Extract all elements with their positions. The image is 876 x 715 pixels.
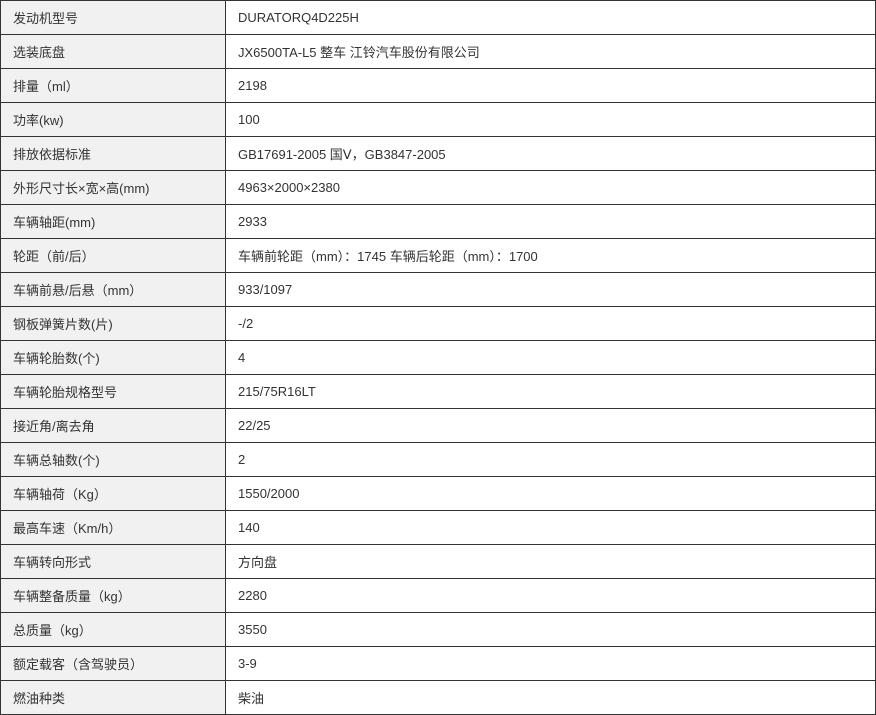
table-row: 轮距（前/后）车辆前轮距（mm）：1745 车辆后轮距（mm）：1700 [1,239,876,273]
spec-label: 车辆轴距(mm) [1,205,226,239]
spec-label: 钢板弹簧片数(片) [1,307,226,341]
spec-value: 3-9 [226,647,876,681]
spec-value: 车辆前轮距（mm）：1745 车辆后轮距（mm）：1700 [226,239,876,273]
spec-label: 轮距（前/后） [1,239,226,273]
spec-value: 2 [226,443,876,477]
table-row: 排放依据标准GB17691-2005 国Ⅴ，GB3847-2005 [1,137,876,171]
spec-label: 功率(kw) [1,103,226,137]
spec-value: 22/25 [226,409,876,443]
table-row: 功率(kw)100 [1,103,876,137]
spec-label: 额定载客（含驾驶员） [1,647,226,681]
spec-value: 1550/2000 [226,477,876,511]
table-row: 车辆前悬/后悬（mm）933/1097 [1,273,876,307]
spec-label: 最高车速（Km/h） [1,511,226,545]
table-row: 车辆整备质量（kg）2280 [1,579,876,613]
spec-label: 排量（ml） [1,69,226,103]
table-row: 接近角/离去角22/25 [1,409,876,443]
spec-value: 215/75R16LT [226,375,876,409]
spec-value: 4963×2000×2380 [226,171,876,205]
spec-label: 车辆轮胎数(个) [1,341,226,375]
spec-value: 3550 [226,613,876,647]
table-row: 车辆轮胎规格型号215/75R16LT [1,375,876,409]
table-row: 排量（ml）2198 [1,69,876,103]
spec-label: 车辆转向形式 [1,545,226,579]
spec-label: 车辆轴荷（Kg） [1,477,226,511]
spec-value: GB17691-2005 国Ⅴ，GB3847-2005 [226,137,876,171]
spec-value: DURATORQ4D225H [226,1,876,35]
table-row: 额定载客（含驾驶员）3-9 [1,647,876,681]
spec-value: 933/1097 [226,273,876,307]
spec-label: 车辆总轴数(个) [1,443,226,477]
spec-value: 140 [226,511,876,545]
spec-label: 车辆轮胎规格型号 [1,375,226,409]
table-row: 外形尺寸长×宽×高(mm)4963×2000×2380 [1,171,876,205]
spec-label: 选装底盘 [1,35,226,69]
spec-value: 柴油 [226,681,876,715]
table-row: 总质量（kg）3550 [1,613,876,647]
spec-value: 100 [226,103,876,137]
table-row: 发动机型号DURATORQ4D225H [1,1,876,35]
table-row: 车辆转向形式方向盘 [1,545,876,579]
vehicle-spec-table: 发动机型号DURATORQ4D225H 选装底盘JX6500TA-L5 整车 江… [0,0,876,715]
spec-label: 燃油种类 [1,681,226,715]
spec-value: -/2 [226,307,876,341]
spec-value: 4 [226,341,876,375]
spec-table-body: 发动机型号DURATORQ4D225H 选装底盘JX6500TA-L5 整车 江… [1,1,876,715]
table-row: 车辆总轴数(个)2 [1,443,876,477]
spec-label: 发动机型号 [1,1,226,35]
spec-value: 方向盘 [226,545,876,579]
table-row: 车辆轴距(mm)2933 [1,205,876,239]
spec-value: JX6500TA-L5 整车 江铃汽车股份有限公司 [226,35,876,69]
table-row: 最高车速（Km/h）140 [1,511,876,545]
spec-label: 外形尺寸长×宽×高(mm) [1,171,226,205]
spec-label: 接近角/离去角 [1,409,226,443]
table-row: 钢板弹簧片数(片)-/2 [1,307,876,341]
spec-label: 车辆整备质量（kg） [1,579,226,613]
spec-label: 车辆前悬/后悬（mm） [1,273,226,307]
table-row: 燃油种类柴油 [1,681,876,715]
spec-label: 总质量（kg） [1,613,226,647]
spec-value: 2280 [226,579,876,613]
spec-label: 排放依据标准 [1,137,226,171]
table-row: 选装底盘JX6500TA-L5 整车 江铃汽车股份有限公司 [1,35,876,69]
table-row: 车辆轮胎数(个)4 [1,341,876,375]
table-row: 车辆轴荷（Kg）1550/2000 [1,477,876,511]
spec-value: 2933 [226,205,876,239]
spec-value: 2198 [226,69,876,103]
